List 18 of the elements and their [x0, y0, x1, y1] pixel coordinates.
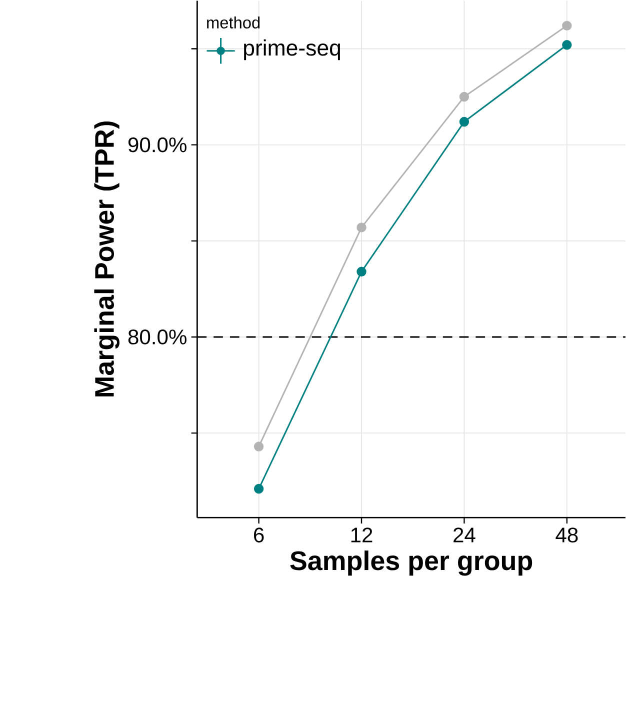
point — [562, 20, 572, 31]
y-axis-title: Marginal Power (TPR) — [94, 121, 120, 396]
point — [356, 266, 366, 276]
point — [254, 442, 264, 452]
legend-label: prime-seq — [244, 39, 340, 60]
x-tick-label: 48 — [556, 528, 578, 542]
legend-title: method — [206, 16, 260, 28]
y-tick-label: 90.0% — [128, 137, 186, 152]
point — [356, 222, 366, 232]
point — [459, 116, 469, 127]
point — [562, 40, 572, 50]
x-axis-title: Samples per group — [290, 550, 532, 576]
point — [459, 92, 469, 102]
x-tick-label: 24 — [453, 528, 476, 542]
y-tick-label: 80.0% — [128, 330, 186, 344]
x-tick-label: 6 — [254, 528, 264, 542]
x-tick-label: 12 — [351, 528, 372, 542]
point — [254, 484, 264, 494]
